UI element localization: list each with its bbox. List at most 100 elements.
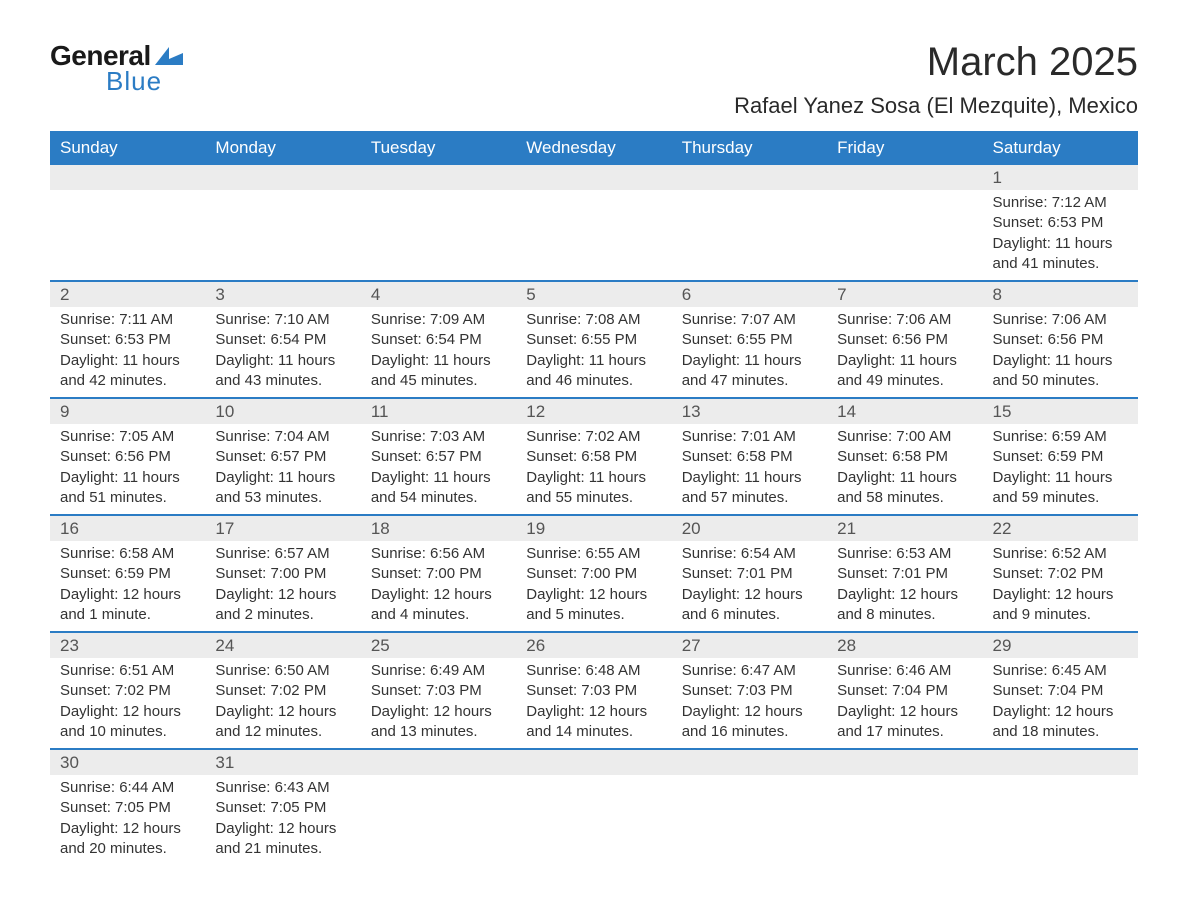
day-sunset: Sunset: 6:58 PM xyxy=(837,447,972,467)
day-daylight1: Daylight: 11 hours xyxy=(371,468,506,488)
day-sunrise: Sunrise: 6:45 AM xyxy=(993,661,1128,681)
day-number: 7 xyxy=(827,281,982,307)
day-number xyxy=(827,165,982,190)
day-details xyxy=(672,775,827,865)
day-daylight2: and 54 minutes. xyxy=(371,488,506,508)
day-number: 26 xyxy=(516,632,671,658)
day-sunset: Sunset: 7:05 PM xyxy=(60,798,195,818)
day-number: 29 xyxy=(983,632,1138,658)
day-header: Friday xyxy=(827,131,982,165)
day-number xyxy=(672,165,827,190)
day-number xyxy=(361,749,516,775)
day-daylight2: and 21 minutes. xyxy=(215,839,350,859)
day-daylight2: and 20 minutes. xyxy=(60,839,195,859)
day-sunrise: Sunrise: 6:51 AM xyxy=(60,661,195,681)
day-number: 25 xyxy=(361,632,516,658)
day-sunset: Sunset: 7:03 PM xyxy=(682,681,817,701)
day-details xyxy=(361,190,516,281)
day-number: 13 xyxy=(672,398,827,424)
day-daylight1: Daylight: 12 hours xyxy=(60,819,195,839)
day-daylight1: Daylight: 12 hours xyxy=(371,702,506,722)
day-sunrise: Sunrise: 7:07 AM xyxy=(682,310,817,330)
day-details: Sunrise: 6:48 AMSunset: 7:03 PMDaylight:… xyxy=(516,658,671,749)
day-daylight2: and 4 minutes. xyxy=(371,605,506,625)
day-sunset: Sunset: 7:02 PM xyxy=(215,681,350,701)
day-sunrise: Sunrise: 6:55 AM xyxy=(526,544,661,564)
day-daylight1: Daylight: 11 hours xyxy=(60,351,195,371)
day-sunrise: Sunrise: 7:12 AM xyxy=(993,193,1128,213)
day-sunset: Sunset: 7:00 PM xyxy=(371,564,506,584)
day-number: 14 xyxy=(827,398,982,424)
day-header: Sunday xyxy=(50,131,205,165)
day-daylight1: Daylight: 12 hours xyxy=(682,585,817,605)
day-daylight1: Daylight: 12 hours xyxy=(837,702,972,722)
day-sunrise: Sunrise: 7:08 AM xyxy=(526,310,661,330)
day-daylight2: and 5 minutes. xyxy=(526,605,661,625)
day-details xyxy=(361,775,516,865)
day-sunrise: Sunrise: 6:49 AM xyxy=(371,661,506,681)
day-number: 5 xyxy=(516,281,671,307)
day-details: Sunrise: 6:52 AMSunset: 7:02 PMDaylight:… xyxy=(983,541,1138,632)
details-row: Sunrise: 7:11 AMSunset: 6:53 PMDaylight:… xyxy=(50,307,1138,398)
day-number: 1 xyxy=(983,165,1138,190)
day-daylight2: and 14 minutes. xyxy=(526,722,661,742)
day-daylight1: Daylight: 12 hours xyxy=(993,702,1128,722)
day-number xyxy=(50,165,205,190)
day-header: Saturday xyxy=(983,131,1138,165)
day-details xyxy=(205,190,360,281)
day-number xyxy=(516,749,671,775)
day-sunrise: Sunrise: 7:04 AM xyxy=(215,427,350,447)
day-sunset: Sunset: 6:58 PM xyxy=(682,447,817,467)
daynum-row: 1 xyxy=(50,165,1138,190)
day-details: Sunrise: 6:54 AMSunset: 7:01 PMDaylight:… xyxy=(672,541,827,632)
day-details: Sunrise: 6:56 AMSunset: 7:00 PMDaylight:… xyxy=(361,541,516,632)
day-daylight1: Daylight: 11 hours xyxy=(837,351,972,371)
day-number: 15 xyxy=(983,398,1138,424)
day-details: Sunrise: 7:07 AMSunset: 6:55 PMDaylight:… xyxy=(672,307,827,398)
day-sunrise: Sunrise: 7:02 AM xyxy=(526,427,661,447)
day-number xyxy=(205,165,360,190)
day-number: 11 xyxy=(361,398,516,424)
day-sunrise: Sunrise: 7:09 AM xyxy=(371,310,506,330)
day-daylight2: and 16 minutes. xyxy=(682,722,817,742)
day-number: 12 xyxy=(516,398,671,424)
day-daylight2: and 43 minutes. xyxy=(215,371,350,391)
day-daylight2: and 51 minutes. xyxy=(60,488,195,508)
day-daylight1: Daylight: 11 hours xyxy=(682,468,817,488)
day-daylight2: and 2 minutes. xyxy=(215,605,350,625)
day-daylight1: Daylight: 11 hours xyxy=(837,468,972,488)
day-details: Sunrise: 6:59 AMSunset: 6:59 PMDaylight:… xyxy=(983,424,1138,515)
day-number: 30 xyxy=(50,749,205,775)
day-details: Sunrise: 7:10 AMSunset: 6:54 PMDaylight:… xyxy=(205,307,360,398)
day-daylight2: and 17 minutes. xyxy=(837,722,972,742)
day-details xyxy=(827,190,982,281)
day-sunrise: Sunrise: 7:00 AM xyxy=(837,427,972,447)
day-number xyxy=(983,749,1138,775)
day-daylight1: Daylight: 12 hours xyxy=(993,585,1128,605)
day-daylight1: Daylight: 11 hours xyxy=(371,351,506,371)
day-details: Sunrise: 7:09 AMSunset: 6:54 PMDaylight:… xyxy=(361,307,516,398)
day-daylight1: Daylight: 11 hours xyxy=(215,468,350,488)
day-number: 9 xyxy=(50,398,205,424)
daynum-row: 23242526272829 xyxy=(50,632,1138,658)
day-number: 28 xyxy=(827,632,982,658)
day-daylight2: and 8 minutes. xyxy=(837,605,972,625)
day-daylight2: and 1 minute. xyxy=(60,605,195,625)
day-sunrise: Sunrise: 6:56 AM xyxy=(371,544,506,564)
day-sunset: Sunset: 7:04 PM xyxy=(993,681,1128,701)
day-sunset: Sunset: 7:00 PM xyxy=(215,564,350,584)
day-daylight2: and 9 minutes. xyxy=(993,605,1128,625)
day-daylight2: and 49 minutes. xyxy=(837,371,972,391)
day-daylight2: and 47 minutes. xyxy=(682,371,817,391)
day-number: 19 xyxy=(516,515,671,541)
day-daylight1: Daylight: 11 hours xyxy=(526,351,661,371)
day-sunset: Sunset: 7:04 PM xyxy=(837,681,972,701)
day-number: 2 xyxy=(50,281,205,307)
day-sunrise: Sunrise: 6:48 AM xyxy=(526,661,661,681)
day-number: 24 xyxy=(205,632,360,658)
day-sunset: Sunset: 6:55 PM xyxy=(526,330,661,350)
day-number xyxy=(516,165,671,190)
day-number: 3 xyxy=(205,281,360,307)
logo-text-blue: Blue xyxy=(106,66,162,97)
day-daylight2: and 58 minutes. xyxy=(837,488,972,508)
